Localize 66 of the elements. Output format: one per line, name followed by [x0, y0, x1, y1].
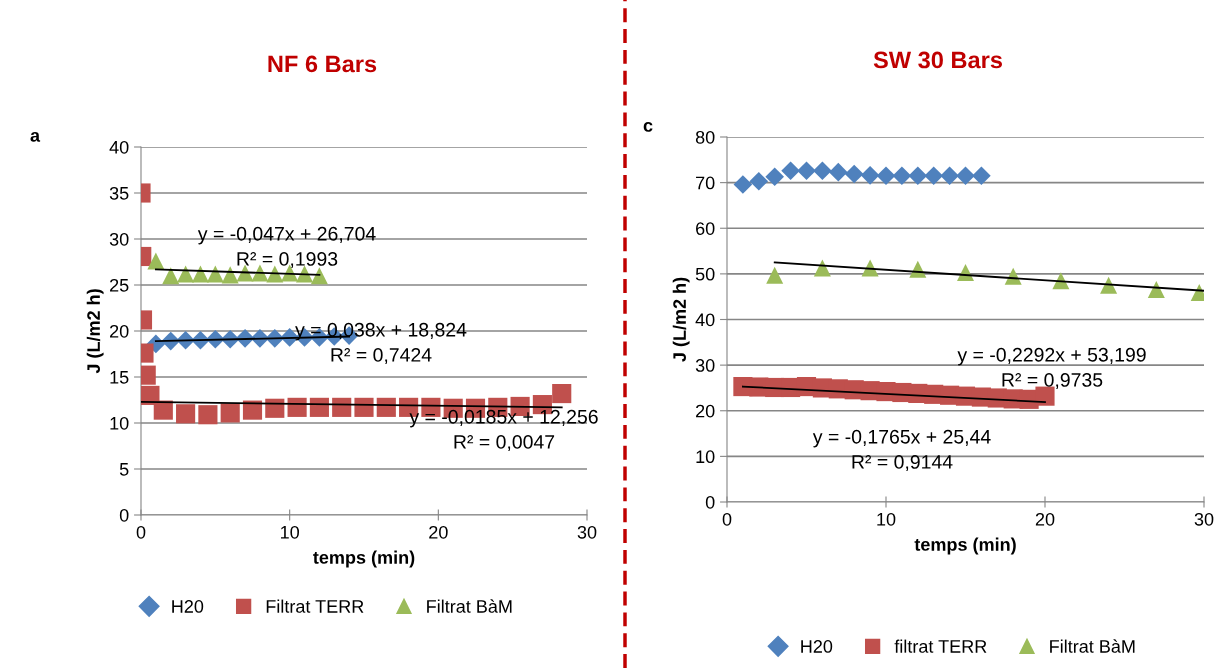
- point: [162, 267, 180, 285]
- legend-label: Filtrat BàM: [427, 599, 512, 613]
- y-axis-title: J (L/m2 h): [672, 277, 690, 362]
- y-tick-label: 20: [696, 404, 715, 418]
- point: [1100, 276, 1118, 294]
- point: [860, 166, 880, 185]
- point: [733, 175, 753, 194]
- legend-label: H20: [172, 600, 204, 613]
- point: [813, 161, 832, 181]
- y-tick-label: 30: [109, 232, 129, 246]
- point: [876, 166, 896, 186]
- annotation: y = -0,047x + 26,704 R² = 0,1993: [197, 226, 376, 269]
- x-tick-label: 30: [1194, 512, 1214, 526]
- y-tick-label: 35: [109, 186, 129, 200]
- y-tick-label: 10: [696, 450, 715, 464]
- point: [147, 252, 165, 270]
- annotation: y = -0,1765x + 25,44 R² = 0,9144: [812, 429, 991, 472]
- x-tick-label: 20: [1035, 512, 1055, 526]
- point: [892, 166, 912, 186]
- legend-label: Filtrat BàM: [1050, 639, 1135, 653]
- y-tick-label: 80: [695, 130, 715, 144]
- legend-label: Filtrat TERR: [266, 599, 364, 613]
- point: [924, 166, 944, 186]
- chart-title: NF 6 Bars: [268, 55, 377, 73]
- point: [220, 403, 240, 423]
- point: [797, 161, 816, 181]
- point: [176, 404, 196, 424]
- y-tick-label: 40: [695, 313, 715, 327]
- point: [781, 161, 800, 181]
- y-tick-label: 10: [110, 416, 129, 430]
- point: [972, 166, 991, 186]
- x-tick-label: 0: [722, 512, 732, 526]
- y-tick-label: 30: [695, 359, 715, 372]
- chart-title: SW 30 Bars: [873, 51, 1002, 69]
- text: c: [643, 121, 653, 132]
- point: [908, 166, 928, 186]
- y-axis-title: J (L/m2 h): [86, 289, 104, 374]
- legend-label: filtrat TERR: [894, 639, 987, 653]
- point: [198, 405, 218, 425]
- point: [940, 166, 959, 186]
- y-tick-label: 0: [705, 495, 715, 509]
- y-tick-label: 25: [110, 278, 129, 292]
- x-tick-label: 0: [136, 525, 146, 539]
- point: [828, 162, 848, 182]
- point: [766, 266, 784, 284]
- y-tick-label: 40: [109, 140, 129, 154]
- legend-label: H20: [801, 640, 833, 653]
- x-axis-title: temps (min): [914, 537, 1016, 555]
- text: a: [30, 131, 41, 142]
- point: [749, 171, 769, 191]
- point: [552, 383, 572, 404]
- y-tick-label: 70: [696, 176, 715, 190]
- x-tick-label: 10: [877, 512, 896, 526]
- annotation: y = -0,2292x + 53,199 R² = 0,9735: [957, 347, 1146, 390]
- y-tick-label: 15: [110, 371, 129, 384]
- x-tick-label: 30: [577, 525, 597, 539]
- y-tick-label: 20: [110, 324, 129, 338]
- y-tick-label: 5: [119, 463, 129, 476]
- point: [956, 166, 975, 186]
- y-tick-label: 50: [695, 267, 715, 281]
- point: [765, 167, 785, 187]
- x-tick-label: 10: [281, 525, 299, 539]
- x-axis-title: temps (min): [313, 550, 415, 568]
- x-tick-label: 20: [429, 525, 448, 539]
- y-tick-label: 60: [696, 222, 715, 235]
- point: [844, 164, 864, 184]
